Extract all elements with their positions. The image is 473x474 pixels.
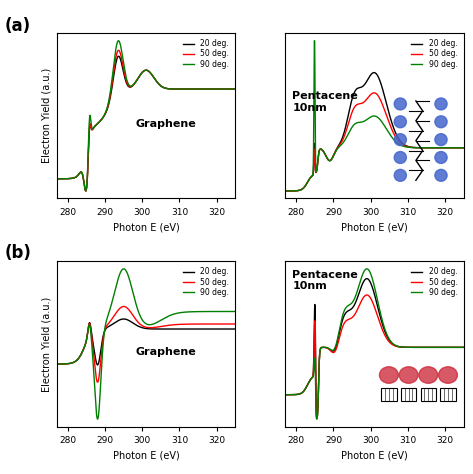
Legend: 20 deg., 50 deg., 90 deg.: 20 deg., 50 deg., 90 deg. — [180, 37, 231, 71]
Legend: 20 deg., 50 deg., 90 deg.: 20 deg., 50 deg., 90 deg. — [409, 37, 460, 71]
Text: Graphene: Graphene — [135, 119, 196, 129]
Y-axis label: Electron Yield (a.u.): Electron Yield (a.u.) — [41, 296, 51, 392]
X-axis label: Photon E (eV): Photon E (eV) — [341, 450, 408, 460]
X-axis label: Photon E (eV): Photon E (eV) — [113, 450, 179, 460]
Text: Pentacene
10nm: Pentacene 10nm — [292, 91, 358, 113]
Text: Pentacene
10nm: Pentacene 10nm — [292, 270, 358, 291]
Text: Graphene: Graphene — [135, 347, 196, 357]
X-axis label: Photon E (eV): Photon E (eV) — [113, 222, 179, 232]
Legend: 20 deg., 50 deg., 90 deg.: 20 deg., 50 deg., 90 deg. — [180, 265, 231, 299]
Text: (b): (b) — [5, 244, 32, 262]
Legend: 20 deg., 50 deg., 90 deg.: 20 deg., 50 deg., 90 deg. — [409, 265, 460, 299]
X-axis label: Photon E (eV): Photon E (eV) — [341, 222, 408, 232]
Y-axis label: Electron Yield (a.u.): Electron Yield (a.u.) — [41, 68, 51, 164]
Text: (a): (a) — [5, 17, 31, 35]
